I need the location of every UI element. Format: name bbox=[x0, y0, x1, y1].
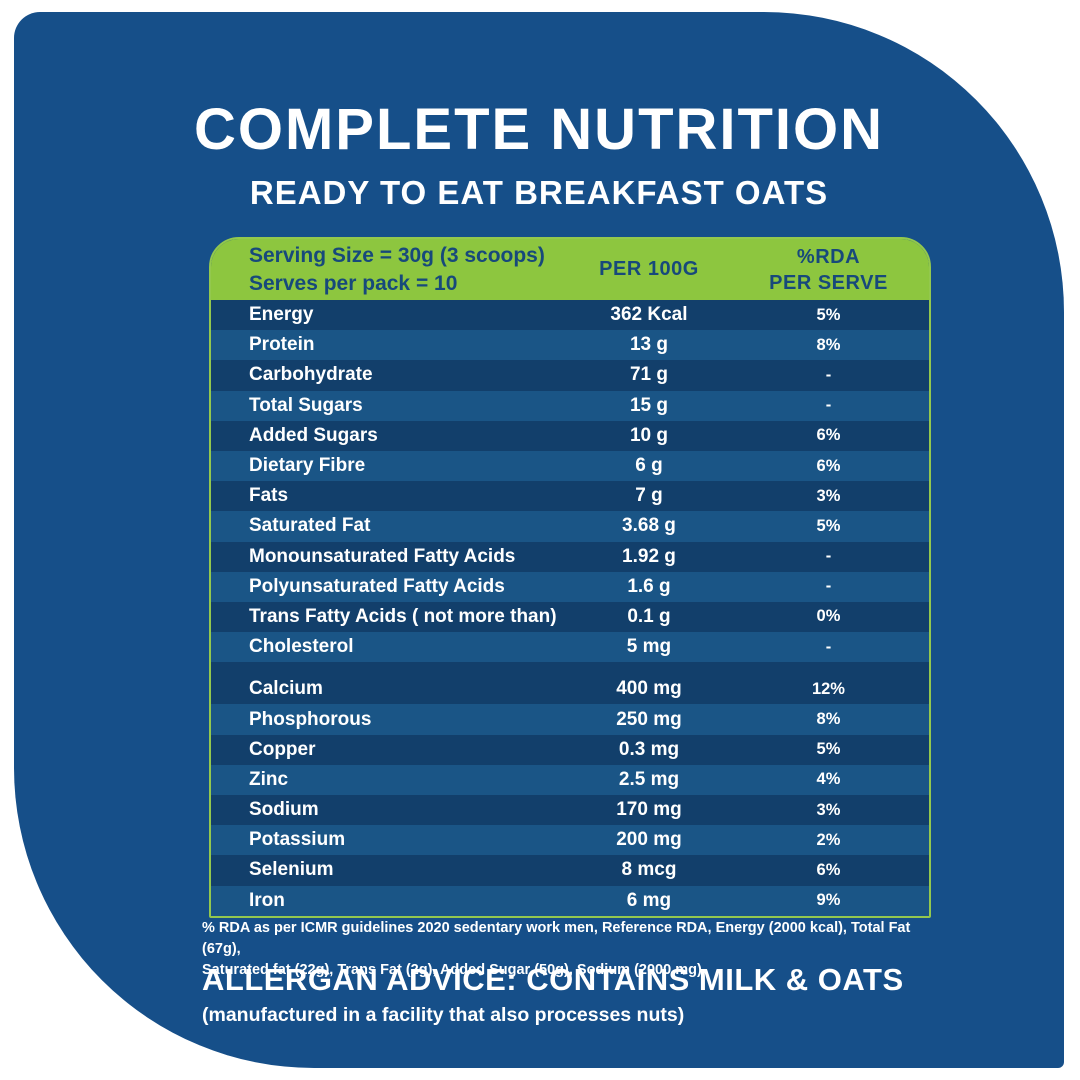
nutrient-rda: 3% bbox=[816, 800, 841, 819]
nutrient-rda: - bbox=[825, 577, 832, 596]
nutrient-rda: 8% bbox=[816, 710, 841, 729]
page-subtitle: READY TO EAT BREAKFAST OATS bbox=[249, 174, 829, 211]
nutrient-value: 15 g bbox=[629, 394, 668, 416]
table-row: Zinc 2.5 mg 4% bbox=[211, 764, 929, 795]
nutrient-label: Added Sugars bbox=[249, 424, 378, 446]
rda-footnote-line2: Saturated fat (22g), Trans Fat (2g), Add… bbox=[202, 962, 702, 979]
nutrient-rda: 6% bbox=[816, 456, 841, 475]
nutrient-value: 362 Kcal bbox=[610, 304, 688, 326]
serving-size: Serving Size = 30g (3 scoops) bbox=[249, 244, 545, 268]
nutrient-label: Total Sugars bbox=[249, 394, 363, 416]
table-row: Potassium 200 mg 2% bbox=[211, 825, 929, 856]
table-row: Cholesterol 5 mg - bbox=[211, 632, 929, 663]
nutrient-rda: 2% bbox=[816, 830, 841, 849]
nutrient-value: 71 g bbox=[629, 364, 668, 386]
rda-header-line1: %RDA bbox=[796, 245, 861, 268]
nutrient-value: 0.3 mg bbox=[618, 738, 680, 760]
table-row: Phosphorous 250 mg 8% bbox=[211, 704, 929, 735]
nutrient-rda: 5% bbox=[816, 740, 841, 759]
nutrient-label: Potassium bbox=[249, 829, 346, 851]
nutrition-table: Serving Size = 30g (3 scoops) Serves per… bbox=[209, 237, 931, 918]
table-row: Sodium 170 mg 3% bbox=[211, 795, 929, 826]
nutrient-rda: - bbox=[825, 396, 832, 415]
nutrient-label: Iron bbox=[249, 889, 285, 911]
nutrient-value: 6 mg bbox=[626, 889, 672, 911]
table-row: Monounsaturated Fatty Acids 1.92 g - bbox=[211, 541, 929, 572]
nutrient-value: 1.6 g bbox=[627, 575, 671, 597]
nutrient-value: 13 g bbox=[629, 334, 668, 356]
nutrition-rows: Energy 362 Kcal 5% Protein 13 g 8% Carbohydrat… bbox=[211, 300, 929, 916]
nutrient-label: Energy bbox=[249, 304, 314, 326]
nutrient-label: Cholesterol bbox=[249, 636, 354, 658]
nutrient-label: Trans Fatty Acids ( not more than) bbox=[249, 605, 557, 627]
nutrient-rda: 5% bbox=[816, 516, 841, 535]
nutrient-label: Monounsaturated Fatty Acids bbox=[249, 545, 516, 567]
nutrition-table-header: Serving Size = 30g (3 scoops) Serves per… bbox=[211, 239, 929, 300]
nutrient-rda: 6% bbox=[816, 860, 841, 879]
nutrient-label: Selenium bbox=[249, 859, 334, 881]
nutrient-label: Dietary Fibre bbox=[249, 455, 366, 477]
serving-info: Serving Size = 30g (3 scoops) Serves per… bbox=[211, 242, 570, 297]
nutrient-rda: - bbox=[825, 547, 832, 566]
nutrient-value: 400 mg bbox=[616, 678, 682, 700]
nutrient-rda: 9% bbox=[816, 891, 841, 910]
nutrient-label: Calcium bbox=[249, 678, 323, 700]
group-gap bbox=[211, 662, 929, 675]
nutrient-value: 250 mg bbox=[616, 708, 682, 730]
label-panel: COMPLETE NUTRITION READY TO EAT BREAKFAS… bbox=[14, 12, 1064, 1068]
nutrient-rda: 12% bbox=[811, 679, 845, 698]
nutrient-value: 2.5 mg bbox=[618, 768, 680, 790]
nutrient-rda: 4% bbox=[816, 770, 841, 789]
nutrient-value: 3.68 g bbox=[622, 515, 676, 537]
table-row: Protein 13 g 8% bbox=[211, 330, 929, 361]
nutrient-rda: 5% bbox=[816, 305, 841, 324]
table-row: Trans Fatty Acids ( not more than) 0.1 g 0… bbox=[211, 601, 929, 633]
table-row: Total Sugars 15 g - bbox=[211, 390, 929, 421]
nutrient-value: 8 mcg bbox=[621, 859, 677, 881]
nutrient-label: Fats bbox=[249, 485, 289, 507]
column-header-rda: %RDA PER SERVE bbox=[728, 244, 929, 296]
table-row: Calcium 400 mg 12% bbox=[211, 674, 929, 705]
nutrient-value: 6 g bbox=[635, 455, 663, 477]
nutrient-value: 1.92 g bbox=[622, 545, 676, 567]
rda-footnote: % RDA as per ICMR guidelines 2020 sedent… bbox=[202, 918, 938, 981]
allergen-advice-title: ALLERGAN ADVICE: CONTAINS MILK & OATS bbox=[202, 962, 904, 997]
nutrient-rda: - bbox=[825, 637, 832, 656]
nutrient-rda: 8% bbox=[816, 335, 841, 354]
nutrient-label: Saturated Fat bbox=[249, 515, 371, 537]
table-row: Iron 6 mg 9% bbox=[211, 885, 929, 916]
nutrient-rda: - bbox=[825, 365, 832, 384]
nutrient-label: Carbohydrate bbox=[249, 364, 373, 386]
table-row: Polyunsaturated Fatty Acids 1.6 g - bbox=[211, 571, 929, 602]
nutrient-value: 170 mg bbox=[616, 799, 682, 821]
serves-per-pack: Serves per pack = 10 bbox=[249, 271, 458, 295]
table-row: Fats 7 g 3% bbox=[211, 481, 929, 512]
nutrient-label: Zinc bbox=[249, 768, 289, 790]
nutrient-value: 7 g bbox=[635, 485, 663, 507]
table-row: Energy 362 Kcal 5% bbox=[211, 300, 929, 331]
table-row: Added Sugars 10 g 6% bbox=[211, 420, 929, 451]
table-row: Selenium 8 mcg 6% bbox=[211, 855, 929, 886]
nutrient-rda: 0% bbox=[816, 607, 841, 626]
allergen-advice-subtitle: (manufactured in a facility that also pr… bbox=[202, 1004, 685, 1026]
nutrient-label: Protein bbox=[249, 334, 315, 356]
table-row: Copper 0.3 mg 5% bbox=[211, 734, 929, 765]
nutrient-rda: 3% bbox=[816, 486, 841, 505]
column-header-per-100g: PER 100G bbox=[599, 258, 699, 280]
nutrient-label: Copper bbox=[249, 738, 316, 760]
nutrient-value: 10 g bbox=[629, 424, 668, 446]
rda-footnote-line1: % RDA as per ICMR guidelines 2020 sedent… bbox=[202, 920, 911, 958]
nutrient-label: Sodium bbox=[249, 799, 319, 821]
nutrient-value: 5 mg bbox=[626, 636, 672, 658]
nutrient-value: 200 mg bbox=[616, 829, 682, 851]
rda-header-line2: PER SERVE bbox=[769, 271, 888, 294]
table-row: Saturated Fat 3.68 g 5% bbox=[211, 511, 929, 542]
nutrient-label: Polyunsaturated Fatty Acids bbox=[249, 575, 505, 597]
table-row: Carbohydrate 71 g - bbox=[211, 360, 929, 391]
nutrient-label: Phosphorous bbox=[249, 708, 372, 730]
nutrient-value: 0.1 g bbox=[627, 605, 671, 627]
page-title: COMPLETE NUTRITION bbox=[193, 97, 885, 162]
nutrient-rda: 6% bbox=[816, 426, 841, 445]
table-row: Dietary Fibre 6 g 6% bbox=[211, 450, 929, 482]
